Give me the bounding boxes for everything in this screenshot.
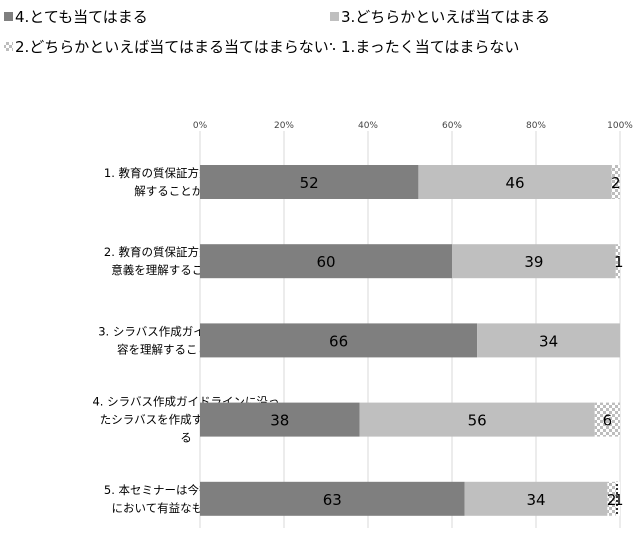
tick-label: 40% [358, 121, 378, 131]
data-label: 46 [505, 174, 524, 192]
legend-swatch [4, 42, 13, 51]
bar-segment [607, 481, 616, 516]
legend-label: 1.まったく当てはまらない [341, 38, 519, 56]
category-label: る [180, 431, 192, 445]
legend: 4.とても当てはまる 3.どちらかといえば当てはまる 2.どちらかといえば当てはまる… [4, 8, 550, 56]
bar-segment [200, 402, 360, 437]
bar-segment [615, 481, 620, 516]
tick-label: 60% [442, 121, 462, 131]
bar-segment [452, 244, 616, 279]
bar-segment [200, 323, 478, 358]
data-label: 34 [526, 491, 545, 509]
bar-segment [418, 165, 612, 199]
data-label: 1 [614, 491, 624, 509]
tick-label: 80% [526, 121, 546, 131]
data-label: 34 [539, 332, 558, 350]
bar-segment [200, 481, 465, 516]
legend-swatch [333, 48, 335, 50]
legend-swatch [330, 43, 332, 45]
bar-segment [200, 244, 452, 279]
legend-swatch [330, 12, 339, 21]
data-label: 63 [323, 491, 342, 509]
legend-label: 3.どちらかといえば当てはまる [341, 8, 550, 26]
bar-segment [359, 402, 595, 437]
legend-swatch [4, 12, 13, 21]
data-label: 2 [607, 491, 617, 509]
bar-segment [464, 481, 608, 516]
bar-segment [594, 402, 620, 437]
x-axis: 0% 20% 40% 60% 80% 100% [193, 121, 633, 131]
legend-label: 4.とても当てはまる [15, 8, 148, 26]
bar-segment [611, 165, 620, 199]
data-label: 6 [603, 412, 613, 430]
data-label: 52 [300, 174, 319, 192]
tick-label: 100% [607, 121, 633, 131]
tick-label: 20% [274, 121, 294, 131]
data-label: 1 [614, 253, 624, 271]
data-label: 56 [468, 412, 487, 430]
bar-segment [477, 323, 620, 358]
data-label: 39 [524, 253, 543, 271]
data-label: 2 [611, 174, 621, 192]
bar-segment [615, 244, 620, 279]
bar-segment [200, 165, 419, 199]
data-label: 66 [329, 332, 348, 350]
bars [200, 165, 620, 516]
data-label: 60 [316, 253, 335, 271]
legend-label: 2.どちらかといえば当てはまる当てはまらない [15, 38, 329, 56]
data-label: 38 [270, 412, 289, 430]
tick-label: 0% [193, 121, 208, 131]
